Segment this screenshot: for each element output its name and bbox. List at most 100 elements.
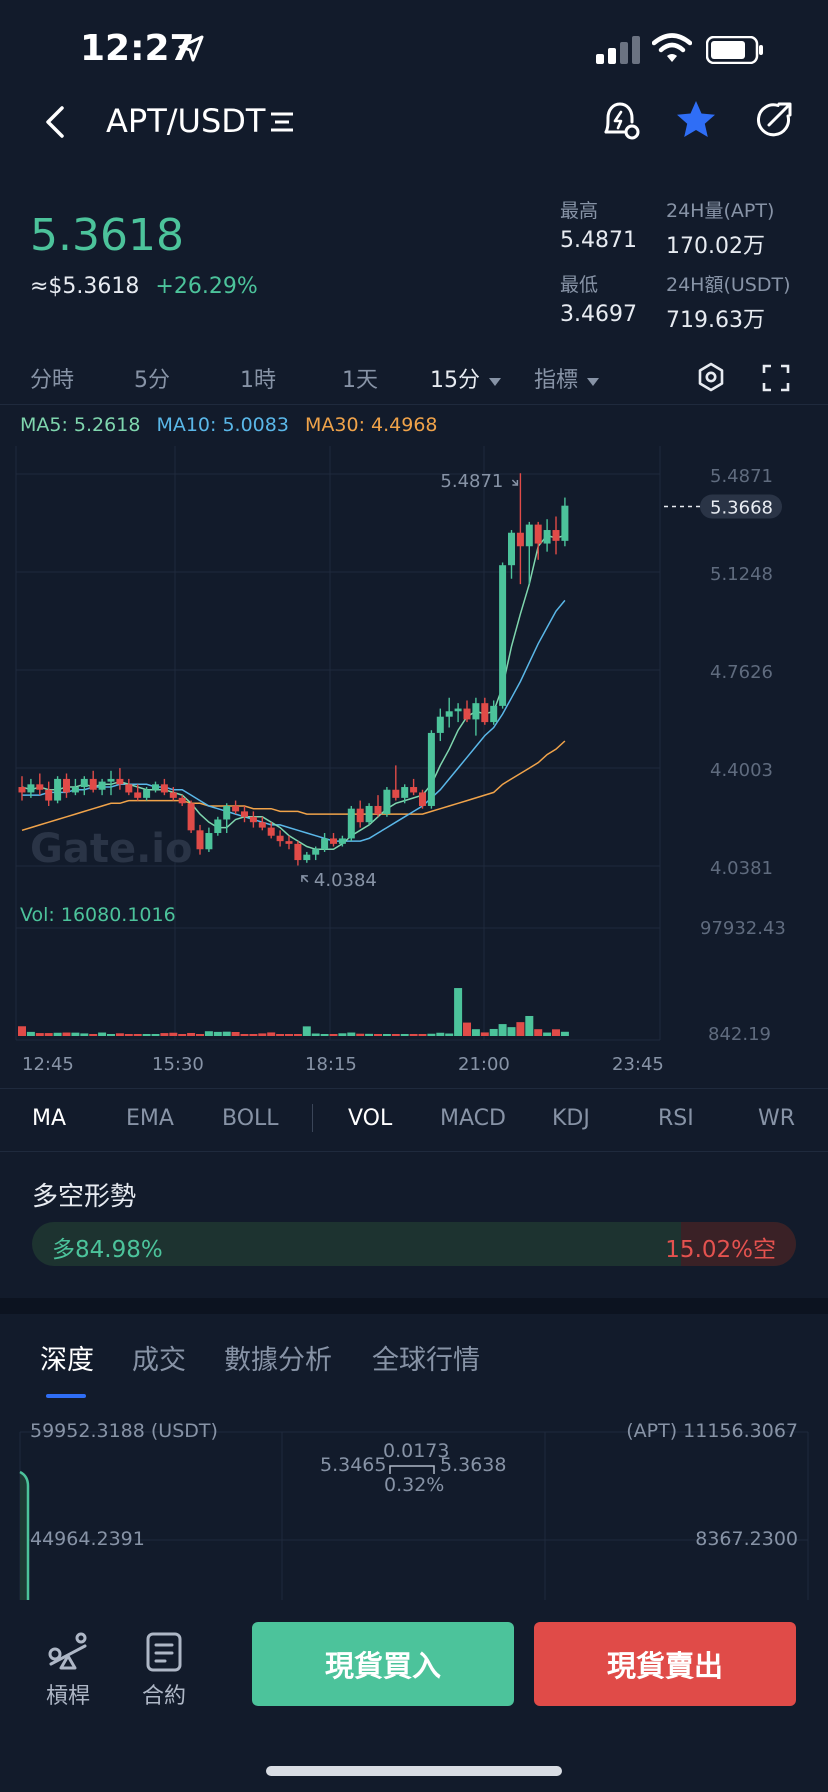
candle-body [205,833,213,850]
pair-menu-icon [271,112,294,132]
volume-bar [445,1033,454,1036]
indicator-divider [312,1104,313,1132]
ind-ema[interactable]: EMA [126,1106,174,1131]
tf-indicators[interactable]: 指標 [534,362,600,394]
home-indicator [266,1766,562,1776]
volume-bar [107,1034,115,1036]
depth-right-top: (APT) 11156.3067 [626,1420,798,1442]
min-price-label: 4.0384 [314,870,377,891]
volume-bar [44,1033,53,1036]
ind-kdj[interactable]: KDJ [552,1106,590,1131]
ind-rsi[interactable]: RSI [658,1106,694,1131]
tf-1h[interactable]: 1時 [240,368,276,393]
price-tick-label: 4.0381 [710,858,773,879]
long-short-title: 多空形勢 [32,1182,137,1212]
volume-bar [26,1031,35,1036]
volume-bar [507,1027,516,1036]
candle-body [436,716,444,733]
fullscreen-icon[interactable] [762,364,790,392]
candle-body [312,849,320,855]
current-price-label: 5.3668 [710,498,773,519]
candle-body [472,703,480,720]
tab-data-analysis[interactable]: 數據分析 [224,1345,332,1376]
tab-depth[interactable]: 深度 [40,1345,94,1376]
ind-ma[interactable]: MA [32,1106,67,1131]
pair-title[interactable]: APT/USDT [106,102,295,140]
tf-5m[interactable]: 5分 [134,368,170,393]
volume-bar [35,1033,44,1036]
depth-ask: 5.3638 [440,1454,507,1476]
ma10-line [22,599,566,842]
candle-body [98,781,106,790]
tf-15m[interactable]: 15分 [430,362,502,394]
location-arrow-icon [178,35,204,62]
tf-indicators-label: 指標 [534,368,579,393]
divider [0,404,828,405]
volume-bar [285,1034,293,1036]
volume-tick-label: 97932.43 [700,918,786,939]
tf-line[interactable]: 分時 [30,368,75,393]
candle-body [490,705,498,723]
share-icon[interactable] [752,98,796,142]
volume-bar [169,1032,178,1036]
candle-body [196,830,204,850]
volume-bar [213,1031,222,1036]
candlestick-chart[interactable]: Gate.io 5.4871 5.1248 4.7626 4.4003 4.0381 97… [0,440,828,1080]
volume-bar [463,1022,471,1036]
candle-body [27,784,35,793]
volume-tick-label: 842.19 [708,1024,771,1045]
tf-15m-label: 15分 [430,368,480,393]
candle-body [303,854,311,861]
contract-button[interactable]: 合約 [134,1630,194,1710]
candle-body [63,778,70,793]
volume-bar [391,1034,400,1036]
chart-settings-icon[interactable] [696,362,726,392]
volume-bar [124,1034,133,1036]
volume-bar [560,1031,569,1036]
spot-sell-button[interactable]: 現貨賣出 [534,1622,796,1706]
high-value: 5.4871 [560,228,637,253]
candle-body [143,789,151,798]
ma5-line [21,534,566,851]
volume-bar [552,1029,560,1036]
volume-bar [18,1026,26,1036]
volume-bar [338,1033,347,1036]
ind-boll[interactable]: BOLL [222,1106,279,1131]
candle-body [508,532,515,566]
volume-bar [151,1034,160,1036]
price-alert-icon[interactable] [598,98,642,142]
watermark: Gate.io [30,826,192,872]
volume-bar [178,1034,187,1036]
candle-body [419,792,426,806]
depth-left-top: 59952.3188 (USDT) [30,1420,218,1442]
favorite-star-icon[interactable] [674,98,718,142]
volume-bar [347,1032,356,1036]
tab-global-market[interactable]: 全球行情 [372,1345,480,1376]
candle-body [561,505,569,541]
back-arrow-icon[interactable] [40,104,70,140]
candle-body [134,792,142,798]
candle-body [18,787,26,793]
depth-chart[interactable] [0,1420,828,1600]
caret-down-icon [489,378,501,386]
candle-body [241,811,248,817]
tf-1d[interactable]: 1天 [342,368,378,393]
leverage-button[interactable]: 槓桿 [38,1630,98,1710]
volume-bar [160,1033,169,1036]
candle-body [160,784,168,793]
candle-body [71,787,79,793]
volume-bar [471,1029,480,1036]
ind-macd[interactable]: MACD [440,1106,506,1131]
spot-buy-button[interactable]: 現貨買入 [252,1622,514,1706]
ind-wr[interactable]: WR [758,1106,796,1131]
candle-body [267,827,275,836]
tab-trades[interactable]: 成交 [132,1345,186,1376]
candle-body [356,808,364,823]
ma30-value: MA30: 4.4968 [305,414,438,436]
volume-bar [196,1034,204,1036]
candle-body [481,703,489,723]
depth-right-mid: 8367.2300 [695,1528,798,1550]
volume-bar [98,1032,107,1036]
ind-vol[interactable]: VOL [348,1106,393,1131]
candle-body [374,805,382,815]
